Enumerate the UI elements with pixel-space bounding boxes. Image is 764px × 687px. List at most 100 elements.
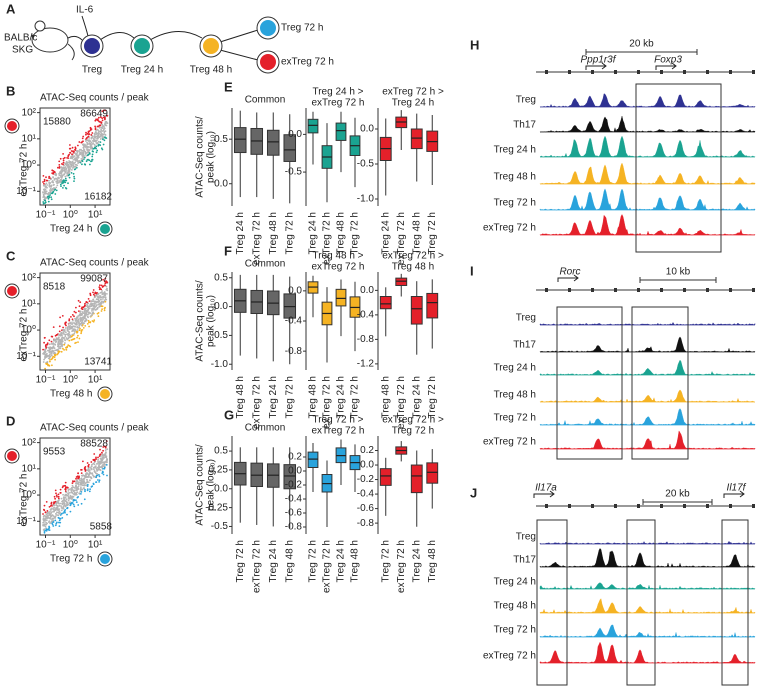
x-tick-label: Treg 48 h (380, 376, 391, 418)
peak-dot (100, 460, 103, 463)
peak-dot (44, 357, 46, 359)
peak-dot (43, 192, 46, 195)
peak-dot (75, 477, 77, 480)
x-tick-label: Treg 48 h (427, 540, 438, 582)
peak-dot (74, 325, 77, 328)
peak-dot (55, 502, 57, 504)
peak-dot (55, 186, 58, 189)
y-tick-label: 0.2 (360, 445, 374, 456)
peak-dot (92, 320, 95, 323)
peak-dot (72, 164, 75, 167)
peak-dot (75, 322, 78, 324)
peak-dot (92, 291, 94, 294)
peak-dot (71, 169, 73, 171)
x-tick-label: 10⁻¹ (36, 375, 56, 386)
peak-dot (88, 159, 91, 162)
track-signal (539, 359, 756, 376)
peak-dot (45, 190, 48, 193)
peak-dot (83, 304, 86, 307)
track-label: Treg 48 h (494, 601, 536, 612)
box-body (283, 464, 297, 490)
peak-dot (60, 169, 63, 172)
peak-dot (52, 515, 55, 517)
peak-dot (90, 486, 93, 488)
peak-dot (80, 486, 82, 489)
peak-dot (94, 119, 97, 122)
peak-dot (48, 526, 51, 529)
peak-dot (104, 446, 107, 449)
peak-dot (79, 319, 82, 322)
peak-dot (46, 512, 49, 515)
peak-dot (63, 339, 66, 341)
peak-dot (57, 345, 59, 347)
peak-dot (106, 474, 108, 477)
x-tick-label: Treg 24 h (336, 540, 347, 582)
peak-dot (68, 322, 70, 325)
peak-dot (74, 146, 77, 149)
peak-dot (93, 319, 96, 322)
y-tick-label: 0.5 (214, 134, 228, 145)
x-axis-label: Treg 48 h (50, 389, 92, 400)
peak-dot (66, 164, 69, 167)
peak-dot (86, 313, 88, 316)
peak-dot (98, 460, 101, 463)
peak-dot (71, 153, 73, 156)
peak-dot (91, 158, 94, 161)
peak-dot (93, 468, 95, 471)
peak-dot (78, 141, 81, 143)
peak-dot (60, 178, 62, 181)
exon (706, 288, 709, 292)
x-tick-label: Treg 48 h (411, 212, 422, 254)
peak-dot (104, 124, 107, 127)
track-signal (539, 336, 756, 353)
peak-dot (85, 476, 88, 478)
peak-dot (104, 294, 107, 297)
peak-dot (101, 464, 104, 466)
peak-dot (60, 337, 63, 340)
peak-dot (58, 325, 61, 328)
peak-dot (63, 156, 66, 159)
peak-dot (102, 449, 104, 452)
peak-dot (63, 349, 65, 351)
exon (545, 504, 548, 508)
peak-dot (50, 196, 52, 199)
peak-dot (62, 153, 64, 155)
peak-dot (49, 187, 52, 190)
peak-dot (64, 323, 67, 326)
cell-node-core (134, 38, 150, 54)
track-signal (539, 135, 756, 158)
peak-dot (95, 456, 97, 459)
x-tick-label: Treg 48 h (308, 376, 319, 418)
peak-dot (65, 179, 68, 182)
peak-dot (48, 529, 51, 531)
panel-letter: C (6, 248, 16, 263)
y-tick-label: 10⁰ (21, 490, 36, 501)
peak-dot (64, 166, 67, 168)
peak-dot (99, 453, 101, 456)
y-tick-label: -0.4 (357, 310, 375, 321)
peak-dot (102, 471, 104, 474)
peak-dot (100, 129, 103, 132)
peak-dot (53, 183, 55, 186)
peak-dot (92, 482, 95, 485)
peak-dot (88, 139, 91, 142)
peak-dot (77, 323, 80, 325)
x-tick-label: Treg 48 h (268, 212, 279, 254)
peak-dot (56, 506, 59, 509)
peak-dot (51, 181, 53, 183)
track-signal (539, 162, 756, 185)
peak-dot (83, 484, 85, 487)
peak-dot (58, 347, 60, 350)
peak-dot (43, 531, 46, 534)
exon (729, 70, 732, 74)
peak-dot (57, 337, 60, 339)
peak-dot (53, 179, 56, 181)
y-tick-label: 0.0 (214, 178, 228, 189)
gene-label: Il17a (535, 483, 557, 494)
exon (614, 288, 617, 292)
peak-dot (49, 509, 52, 511)
peak-dot (46, 361, 49, 363)
peak-dot (59, 340, 62, 343)
axis-icon-core (100, 389, 110, 399)
peak-dot (55, 173, 58, 176)
